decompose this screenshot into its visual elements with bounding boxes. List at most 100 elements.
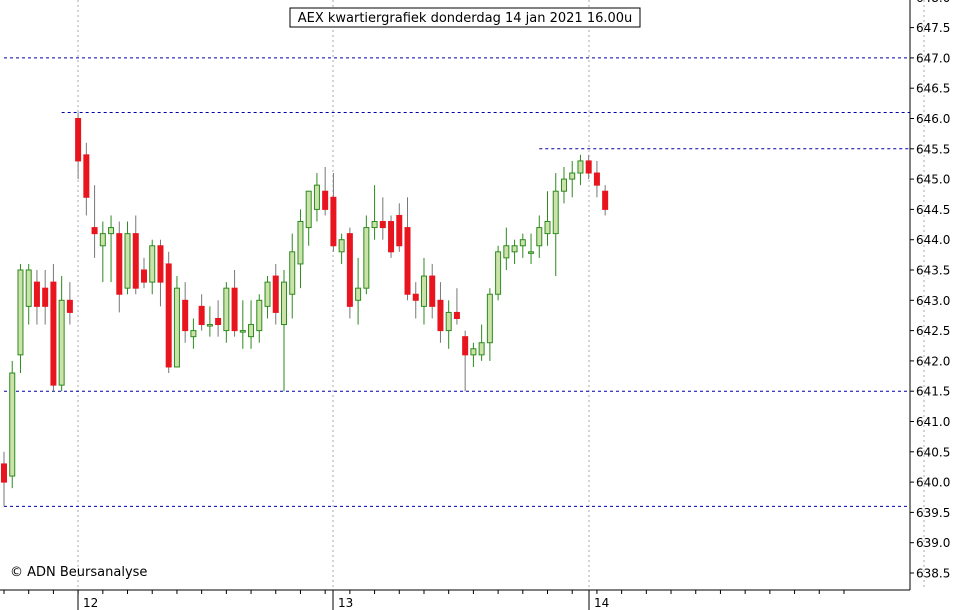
candle-6 (50, 263, 57, 392)
candle-body (91, 227, 98, 235)
candle-30 (248, 300, 255, 349)
candle-0 (1, 451, 7, 507)
candle-12 (99, 221, 106, 283)
y-tick-label: 640.5 (916, 445, 950, 459)
candle-body (346, 233, 353, 307)
y-tick-label: 639.0 (916, 536, 950, 550)
candle-body (124, 233, 131, 289)
candle-13 (108, 215, 115, 283)
candle-body (602, 190, 609, 210)
y-tick-label: 644.5 (916, 203, 950, 217)
candle-body (552, 190, 559, 235)
candle-72 (593, 160, 600, 198)
y-tick-label: 643.0 (916, 294, 950, 308)
candle-34 (280, 270, 287, 392)
y-tick-label: 646.5 (916, 82, 950, 96)
candle-body (544, 221, 551, 235)
candle-body (248, 324, 255, 338)
candle-body (519, 239, 526, 247)
candle-25 (206, 306, 213, 337)
candle-body (593, 172, 600, 186)
horizontal-guides (4, 57, 910, 507)
y-tick-label: 638.5 (916, 567, 950, 581)
candle-body (503, 245, 510, 259)
candle-62 (511, 239, 518, 264)
candle-body (223, 287, 230, 332)
candle-69 (569, 160, 576, 198)
y-tick-label: 640.0 (916, 476, 950, 490)
candle-55 (453, 288, 460, 325)
candle-4 (33, 270, 40, 325)
candle-16 (132, 215, 139, 295)
candle-33 (272, 263, 279, 325)
candle-49 (404, 197, 411, 301)
candle-27 (223, 282, 230, 343)
candle-body (322, 190, 329, 210)
candle-body (338, 239, 345, 253)
candle-body (190, 330, 197, 338)
candle-21 (173, 276, 180, 368)
candle-body (412, 293, 419, 301)
candle-body (149, 245, 156, 283)
candle-body (388, 221, 395, 253)
candle-body (75, 118, 82, 162)
candles (1, 112, 609, 507)
candle-body (17, 269, 24, 356)
candle-body (437, 299, 444, 332)
y-tick-label: 645.5 (916, 142, 950, 156)
candle-body (25, 269, 32, 307)
grid-lines (77, 0, 925, 590)
candle-11 (91, 185, 98, 258)
candle-22 (182, 282, 189, 343)
axes (0, 0, 911, 591)
candle-65 (536, 215, 543, 258)
y-tick-label: 648.0 (916, 0, 950, 5)
candle-body (429, 275, 436, 307)
y-tick-label: 644.0 (916, 233, 950, 247)
candle-3 (25, 263, 32, 325)
candle-63 (519, 233, 526, 258)
candle-24 (198, 294, 205, 331)
candle-70 (577, 154, 584, 186)
candle-body (173, 287, 180, 368)
candle-29 (239, 300, 246, 349)
candle-body (330, 196, 337, 247)
title-box (289, 7, 641, 28)
x-tick-label: 12 (83, 596, 98, 610)
candle-body (355, 287, 362, 301)
candle-body (396, 214, 403, 247)
candle-41 (338, 233, 345, 264)
candle-body (297, 221, 304, 265)
candle-body (66, 299, 73, 313)
chart-title: AEX kwartiergrafiek donderdag 14 jan 202… (298, 11, 633, 26)
candle-body (99, 233, 106, 247)
candle-10 (83, 142, 90, 216)
candle-9 (75, 112, 82, 180)
candle-body (272, 275, 279, 313)
candle-18 (149, 239, 156, 295)
candle-body (33, 281, 40, 307)
candle-body (58, 299, 65, 386)
candle-body (560, 178, 567, 192)
candle-50 (412, 282, 419, 319)
candle-19 (157, 239, 164, 307)
candle-body (198, 305, 205, 326)
candle-57 (470, 342, 477, 367)
candle-58 (478, 324, 485, 361)
candle-body (108, 227, 115, 235)
candle-body (462, 336, 469, 356)
candle-body (404, 227, 411, 295)
candle-73 (602, 185, 609, 216)
candle-body (264, 281, 271, 307)
candle-59 (486, 288, 493, 361)
y-tick-label: 643.5 (916, 264, 950, 278)
candle-body (50, 281, 57, 386)
candle-7 (58, 276, 65, 392)
y-tick-label: 647.0 (916, 51, 950, 65)
candle-body (453, 311, 460, 319)
candle-2 (17, 263, 24, 374)
candle-body (116, 233, 123, 295)
candle-61 (503, 227, 510, 270)
candle-body (569, 172, 576, 180)
candle-body (289, 251, 296, 295)
